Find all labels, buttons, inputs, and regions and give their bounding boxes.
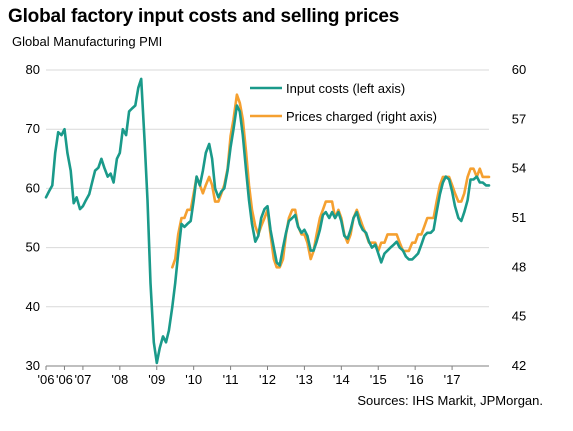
gridlines bbox=[46, 69, 489, 308]
y-right-tick-label: 57 bbox=[512, 111, 526, 126]
x-tick-label: '06 bbox=[56, 372, 73, 387]
y-right-tick-label: 51 bbox=[512, 210, 526, 225]
y-right-tick-label: 48 bbox=[512, 259, 526, 274]
chart-source: Sources: IHS Markit, JPMorgan. bbox=[357, 393, 543, 408]
x-tick-label: '06 bbox=[38, 372, 55, 387]
x-tick-label: '07 bbox=[74, 372, 91, 387]
x-tick-label: '10 bbox=[185, 372, 202, 387]
y-right-tick-label: 54 bbox=[512, 161, 526, 176]
y-right-tick-label: 45 bbox=[512, 309, 526, 324]
chart-subtitle: Global Manufacturing PMI bbox=[12, 34, 163, 49]
y-left-tick-label: 70 bbox=[26, 121, 40, 136]
x-tick-label: '17 bbox=[444, 372, 461, 387]
x-tick-label: '16 bbox=[407, 372, 424, 387]
legend-prices-charged-label: Prices charged (right axis) bbox=[286, 109, 437, 124]
chart-title: Global factory input costs and selling p… bbox=[8, 6, 400, 27]
x-tick-label: '13 bbox=[296, 372, 313, 387]
y-right-tick-label: 60 bbox=[512, 62, 526, 77]
x-tick-label: '14 bbox=[333, 372, 350, 387]
x-tick-label: '11 bbox=[223, 372, 239, 387]
y-left-tick-label: 40 bbox=[26, 299, 40, 314]
input-costs-line bbox=[44, 77, 491, 365]
y-right-tick-label: 42 bbox=[512, 358, 526, 373]
axes: 30405060708042454851545760'06'06'07'08'0… bbox=[26, 62, 527, 387]
x-tick-label: '12 bbox=[259, 372, 276, 387]
x-tick-label: '15 bbox=[370, 372, 387, 387]
series-lines bbox=[44, 77, 491, 365]
x-tick-label: '09 bbox=[148, 372, 165, 387]
y-left-tick-label: 30 bbox=[26, 358, 40, 373]
y-left-tick-label: 80 bbox=[26, 62, 40, 77]
chart-legend: Input costs (left axis) Prices charged (r… bbox=[250, 81, 437, 124]
legend-input-costs-label: Input costs (left axis) bbox=[286, 81, 405, 96]
y-left-tick-label: 60 bbox=[26, 180, 40, 195]
x-tick-label: '08 bbox=[111, 372, 128, 387]
y-left-tick-label: 50 bbox=[26, 240, 40, 255]
